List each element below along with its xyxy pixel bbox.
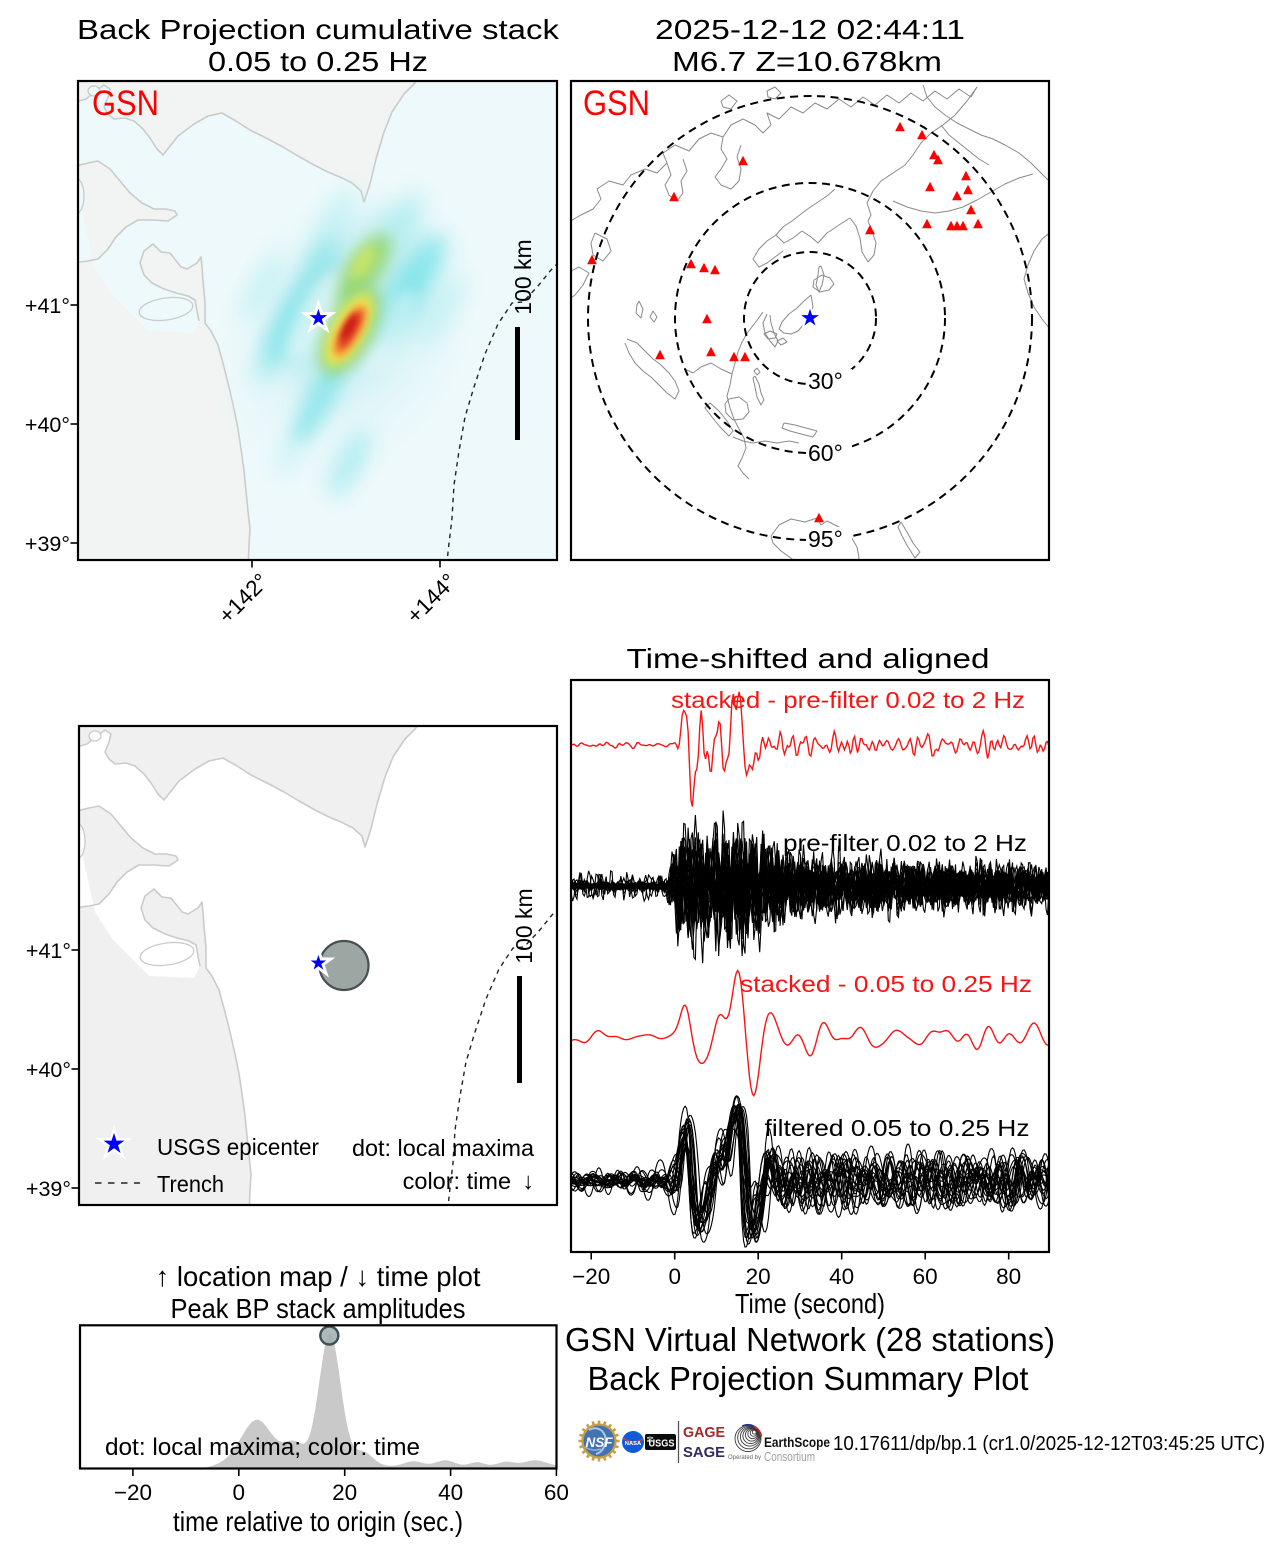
svg-text:GSN: GSN	[92, 84, 159, 123]
svg-text:SAGE: SAGE	[683, 1444, 725, 1461]
svg-text:30°: 30°	[808, 368, 843, 394]
svg-text:Peak BP stack amplitudes: Peak BP stack amplitudes	[171, 1293, 466, 1324]
svg-text:NASA: NASA	[625, 1441, 642, 1447]
svg-text:100 km: 100 km	[510, 239, 536, 314]
svg-text:+142°: +142°	[214, 569, 274, 629]
svg-text:−20: −20	[114, 1480, 152, 1505]
svg-text:40: 40	[438, 1480, 463, 1505]
svg-text:GAGE: GAGE	[683, 1424, 725, 1441]
svg-text:dot: local maxima; color: time: dot: local maxima; color: time	[105, 1434, 420, 1461]
svg-text:60: 60	[544, 1480, 569, 1505]
svg-text:time relative to origin (sec.): time relative to origin (sec.)	[173, 1506, 463, 1537]
svg-text:Back Projection cumulative sta: Back Projection cumulative stack	[77, 14, 559, 45]
svg-text:95°: 95°	[808, 526, 843, 552]
svg-text:filtered 0.05 to 0.25 Hz: filtered 0.05 to 0.25 Hz	[765, 1115, 1030, 1141]
svg-text:dot: local maxima: dot: local maxima	[352, 1135, 534, 1161]
svg-text:Time-shifted and aligned: Time-shifted and aligned	[627, 643, 990, 674]
svg-text:0: 0	[668, 1264, 681, 1289]
svg-text:GSN: GSN	[583, 84, 650, 123]
svg-text:60: 60	[913, 1264, 938, 1289]
svg-text:0.05 to 0.25 Hz: 0.05 to 0.25 Hz	[208, 46, 428, 77]
svg-text:10.17611/dp/bp.1 (cr1.0/2025-1: 10.17611/dp/bp.1 (cr1.0/2025-12-12T03:45…	[833, 1432, 1265, 1455]
svg-text:Back Projection Summary Plot: Back Projection Summary Plot	[588, 1360, 1029, 1397]
svg-text:+39°: +39°	[26, 1177, 71, 1201]
svg-text:USGS epicenter: USGS epicenter	[157, 1134, 319, 1160]
svg-text:20: 20	[332, 1480, 357, 1505]
svg-text:↑ location map / ↓ time plot: ↑ location map / ↓ time plot	[156, 1261, 481, 1292]
svg-text:Trench: Trench	[157, 1171, 224, 1197]
svg-text:EarthScope: EarthScope	[764, 1434, 830, 1450]
svg-text:Time (second): Time (second)	[735, 1288, 885, 1319]
svg-text:40: 40	[829, 1264, 854, 1289]
svg-text:NSF: NSF	[586, 1435, 614, 1450]
svg-text:60°: 60°	[808, 440, 843, 466]
svg-text:100 km: 100 km	[511, 888, 537, 963]
svg-text:+144°: +144°	[402, 569, 462, 629]
svg-text:20: 20	[746, 1264, 771, 1289]
svg-text:+40°: +40°	[25, 413, 70, 437]
svg-text:GSN Virtual Network (28 statio: GSN Virtual Network (28 stations)	[565, 1321, 1055, 1358]
svg-text:+40°: +40°	[26, 1058, 71, 1082]
svg-text:2025-12-12 02:44:11: 2025-12-12 02:44:11	[655, 14, 965, 45]
svg-text:color: time ↓: color: time ↓	[403, 1168, 534, 1194]
svg-text:pre-filter 0.02 to 2 Hz: pre-filter 0.02 to 2 Hz	[783, 830, 1027, 856]
svg-text:USGS: USGS	[649, 1438, 675, 1450]
svg-text:Consortium: Consortium	[764, 1449, 815, 1464]
svg-text:M6.7 Z=10.678km: M6.7 Z=10.678km	[672, 46, 942, 77]
svg-text:80: 80	[996, 1264, 1021, 1289]
svg-text:0: 0	[233, 1480, 246, 1505]
svg-text:stacked - pre-filter 0.02 to 2: stacked - pre-filter 0.02 to 2 Hz	[671, 687, 1025, 713]
svg-text:+41°: +41°	[26, 939, 71, 963]
svg-text:stacked - 0.05 to 0.25 Hz: stacked - 0.05 to 0.25 Hz	[740, 971, 1032, 997]
svg-text:Operated by: Operated by	[728, 1455, 761, 1461]
svg-text:−20: −20	[572, 1264, 610, 1289]
svg-text:+41°: +41°	[25, 294, 70, 318]
svg-text:+39°: +39°	[25, 532, 70, 556]
